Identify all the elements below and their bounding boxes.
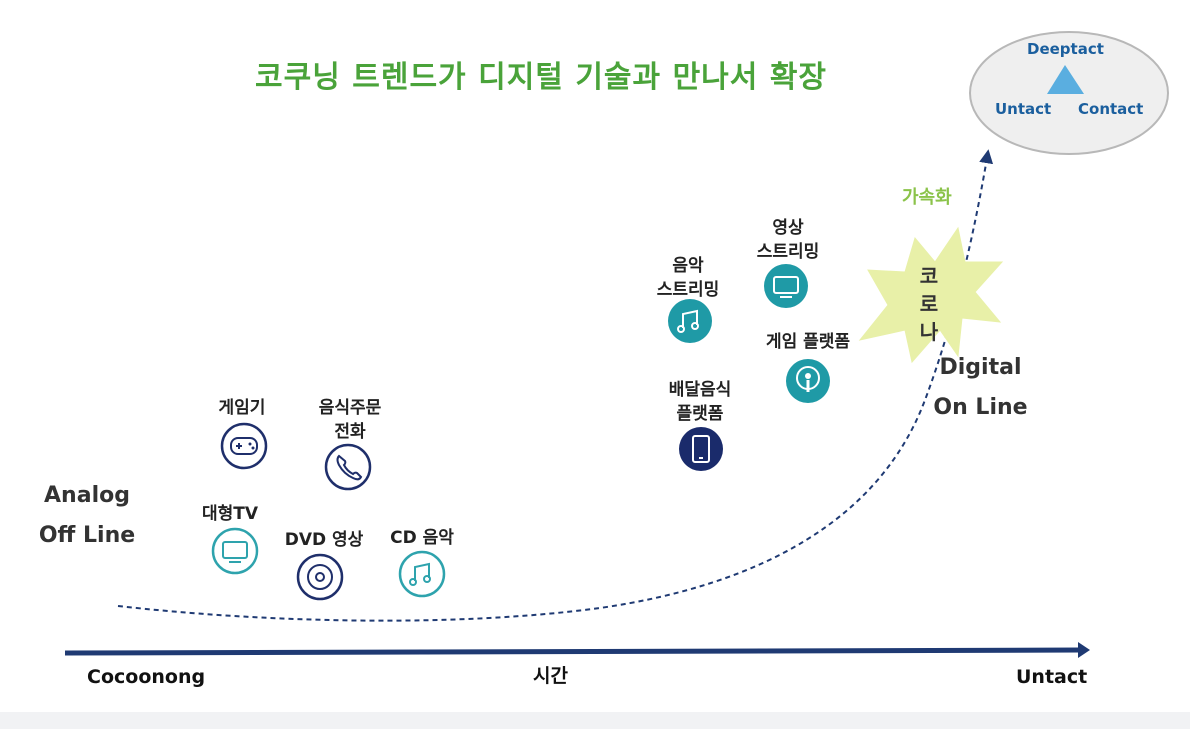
axis-middle-label: 시간	[533, 665, 568, 687]
corona-starburst	[858, 226, 1004, 364]
ellipse-left-label: Untact	[995, 100, 1052, 118]
item-label-game-console: 게임기	[218, 398, 266, 418]
ellipse-top-label: Deeptact	[1027, 40, 1104, 58]
deeptact-ellipse	[969, 31, 1169, 155]
accel-label: 가속화	[902, 187, 952, 208]
time-axis-arrowhead	[1078, 642, 1090, 658]
music-note-icon	[398, 550, 446, 598]
item-label-large-tv: 대형TV	[201, 504, 259, 524]
axis-end-label: Untact	[1016, 666, 1088, 688]
ellipse-right-label: Contact	[1078, 100, 1144, 118]
item-label-game-platform: 게임 플랫폼	[765, 332, 851, 352]
time-axis	[64, 647, 1083, 656]
tv-icon	[211, 527, 259, 575]
tv-icon	[764, 264, 808, 308]
music-note-icon	[668, 299, 712, 343]
item-label-food-order-phone: 음식주문 전화	[318, 398, 382, 442]
gamepad-icon	[220, 422, 268, 470]
item-label-cd: CD 음악	[390, 528, 454, 548]
page-title: 코쿠닝 트렌드가 디지털 기술과 만나서 확장	[255, 60, 828, 95]
item-label-video-streaming: 영상 스트리밍	[756, 218, 820, 262]
bottom-band	[0, 712, 1190, 729]
triangle-icon	[1047, 65, 1084, 94]
analog-label: Analog Off Line	[38, 483, 136, 548]
item-label-music-streaming: 음악 스트리밍	[656, 256, 720, 300]
corona-label: 코 로 나	[919, 264, 939, 344]
podcast-icon	[786, 359, 830, 403]
phone-icon	[324, 443, 372, 491]
disc-icon	[296, 553, 344, 601]
item-label-dvd: DVD 영상	[284, 530, 364, 550]
axis-start-label: Cocoonong	[87, 666, 206, 688]
digital-label: Digital On Line	[933, 355, 1028, 420]
smartphone-icon	[679, 427, 723, 471]
item-label-delivery-platform: 배달음식 플랫폼	[668, 380, 732, 424]
